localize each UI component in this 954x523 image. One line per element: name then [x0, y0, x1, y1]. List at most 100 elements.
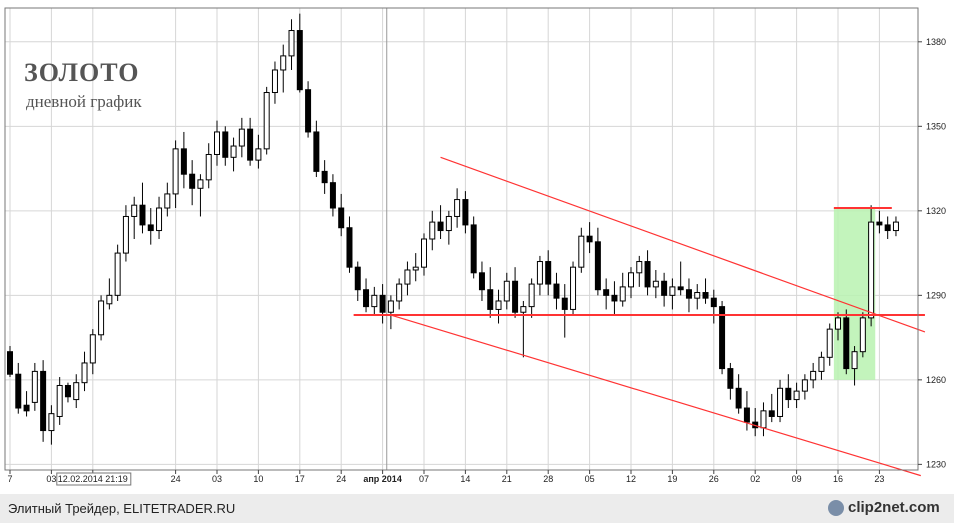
candle-body — [73, 382, 80, 401]
candle — [710, 289, 717, 324]
candle — [826, 323, 833, 366]
candle — [462, 191, 469, 234]
candle — [677, 261, 684, 296]
candle — [661, 272, 668, 307]
candle — [122, 205, 129, 262]
candle — [570, 261, 577, 316]
candle-body — [89, 334, 96, 364]
candle — [892, 216, 899, 237]
candle — [81, 351, 88, 392]
candle-body — [553, 283, 560, 299]
candle-body — [652, 280, 659, 288]
candle-body — [876, 221, 883, 226]
candle-body — [106, 294, 113, 305]
x-tick-label: 26 — [709, 474, 719, 484]
candle — [503, 272, 510, 310]
candle — [64, 382, 71, 403]
candle — [205, 143, 212, 189]
candle-body — [685, 289, 692, 299]
clip2net-logo[interactable]: clip2net.com — [828, 498, 948, 518]
cursor-timestamp-box — [56, 472, 132, 486]
candle — [147, 208, 154, 245]
candle — [586, 222, 593, 254]
candle — [528, 278, 535, 318]
x-tick-label: 17 — [295, 474, 305, 484]
y-tick-label: 1290 — [926, 290, 946, 300]
chart-title: ЗОЛОТО — [24, 58, 140, 87]
candle — [685, 278, 692, 313]
candle — [329, 174, 336, 217]
candle-body — [280, 55, 287, 71]
candle-body — [222, 131, 229, 158]
footer-source-text: Элитный Трейдер, ELITETRADER.RU — [8, 501, 236, 516]
candle-body — [760, 410, 767, 429]
candle-body — [288, 30, 295, 57]
candle-body — [412, 266, 419, 271]
grid — [5, 8, 918, 470]
candle-body — [702, 292, 709, 299]
x-tick-label: 7 — [7, 474, 12, 484]
candle-body — [131, 204, 138, 217]
candle-body — [859, 317, 866, 353]
x-tick-label: 02 — [750, 474, 760, 484]
candle — [876, 210, 883, 234]
y-tick-label: 1350 — [926, 121, 946, 131]
candle-body — [180, 148, 187, 175]
candle-body — [64, 384, 71, 398]
candle — [619, 272, 626, 307]
candle — [801, 374, 808, 400]
candle — [702, 278, 709, 304]
candle-body — [313, 131, 320, 172]
candle-body — [561, 297, 568, 310]
candle — [280, 44, 287, 93]
candle — [230, 137, 237, 172]
candle-body — [454, 199, 461, 217]
x-tick-label: 09 — [792, 474, 802, 484]
candle — [197, 174, 204, 217]
candle-body — [197, 179, 204, 189]
candle-body — [421, 238, 427, 268]
candle — [818, 351, 825, 380]
candle — [56, 377, 63, 425]
candle-body — [735, 387, 742, 409]
candle-body — [503, 280, 510, 302]
candle — [884, 216, 891, 239]
candle-body — [81, 362, 88, 384]
footer-bar: Элитный Трейдер, ELITETRADER.RU clip2net… — [0, 494, 954, 523]
candle — [346, 216, 353, 273]
candle — [644, 250, 651, 296]
candle-body — [404, 269, 411, 285]
candle — [719, 300, 726, 375]
candle — [536, 255, 543, 296]
candle — [363, 278, 370, 313]
candle — [263, 86, 270, 155]
candle-body — [545, 261, 552, 285]
candle-body — [851, 351, 858, 370]
x-tick-label: апр 2014 — [363, 474, 401, 484]
candle-body — [7, 351, 13, 375]
x-tick-label: 03 — [46, 474, 56, 484]
candle — [611, 281, 618, 316]
candle-body — [868, 221, 875, 319]
candle — [628, 267, 634, 299]
candle-body — [843, 317, 850, 370]
candle — [495, 289, 502, 324]
candle — [735, 374, 742, 414]
candle — [445, 210, 452, 245]
candle — [222, 126, 229, 166]
candle-body — [296, 30, 303, 91]
candle — [743, 391, 750, 431]
candle — [288, 19, 295, 70]
candle-body — [818, 356, 825, 372]
candle — [421, 233, 427, 276]
candle-body — [48, 413, 55, 432]
candle-body — [40, 370, 47, 432]
candle-body — [122, 215, 129, 254]
x-tick-label: 12 — [626, 474, 636, 484]
candle — [454, 188, 461, 228]
channel-lower-line — [390, 314, 921, 477]
candle — [785, 374, 792, 409]
candle — [156, 196, 163, 239]
candle — [379, 284, 386, 324]
candle-body — [810, 370, 817, 381]
